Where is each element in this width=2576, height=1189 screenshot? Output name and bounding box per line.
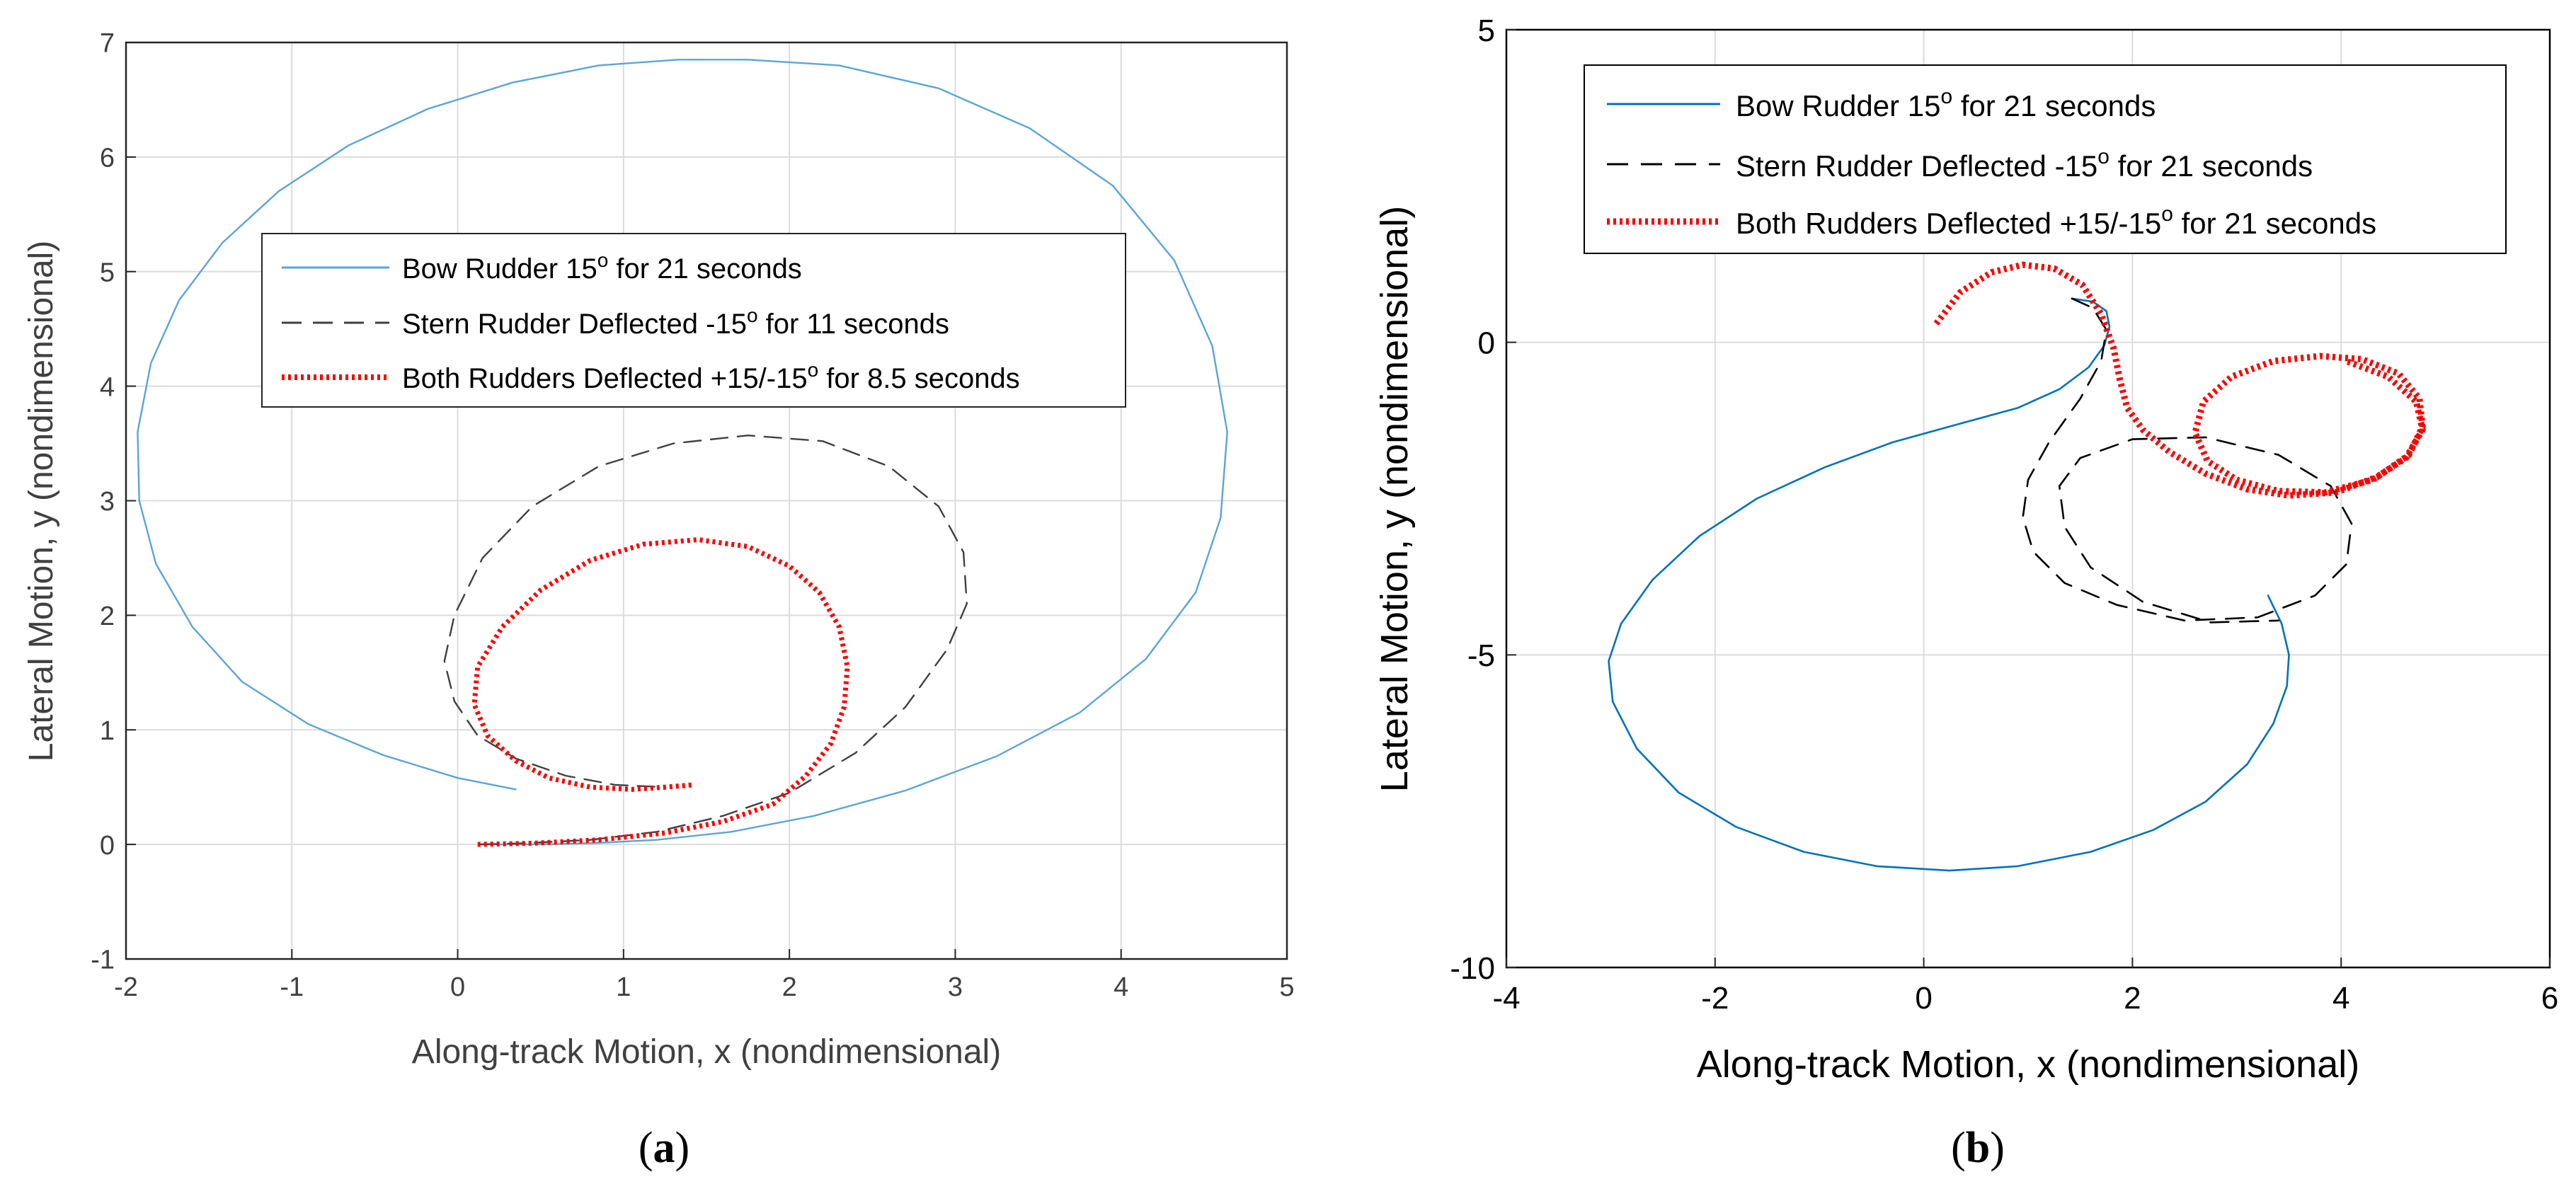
y-tick-label-a: 4 <box>100 372 115 402</box>
x-tick-label-a: -1 <box>280 972 304 1002</box>
x-axis-label-b: Along-track Motion, x (nondimensional) <box>1697 1043 2359 1086</box>
x-tick-label-b: 4 <box>2332 981 2349 1016</box>
x-tick-label-a: -2 <box>114 972 138 1002</box>
legend-box-a <box>261 233 1126 408</box>
panel-letter-a: a <box>653 1124 675 1172</box>
series-lines-b <box>1608 261 2426 872</box>
x-tick-label-b: 6 <box>2541 981 2558 1016</box>
legend-b: Bow Rudder 15o for 21 seconds Stern Rudd… <box>1584 64 2507 254</box>
legend-tail-a: for 8.5 seconds <box>818 363 1020 394</box>
series-line-b-2 <box>1933 261 2426 499</box>
panel-letter-b: b <box>1966 1124 1990 1172</box>
legend-sup-b: o <box>1941 85 1953 108</box>
x-tick-label-b: 2 <box>2124 981 2141 1016</box>
x-tick-label-a: 0 <box>450 972 465 1002</box>
series-line-a-1 <box>443 435 968 846</box>
legend-label-a: Stern Rudder Deflected -15 <box>402 309 747 340</box>
legend-sup-a: o <box>747 304 758 326</box>
series-line-a-0 <box>137 59 1228 846</box>
x-tick-label-b: -2 <box>1701 981 1729 1016</box>
legend-tail-a: for 11 seconds <box>758 309 950 340</box>
legend-sup-a: o <box>597 249 609 271</box>
legend-entry-bow-a: Bow Rudder 15o for 21 seconds <box>402 249 802 285</box>
legend-label-b: Bow Rudder 15 <box>1736 89 1941 122</box>
legend-label-a: Both Rudders Deflected +15/-15 <box>402 363 808 394</box>
legend-sup-b: o <box>2161 202 2173 226</box>
y-tick-label-b: -5 <box>1467 638 1495 673</box>
axes-box-b <box>1505 28 2551 969</box>
y-tick-label-a: 6 <box>100 144 115 173</box>
x-tick-label-a: 3 <box>948 972 963 1002</box>
y-axis-label-a: Lateral Motion, y (nondimensional) <box>23 241 60 762</box>
panel-b: -4 -2 0 2 4 6 -10 -5 0 5 Along-track Motion, x (n… <box>1373 13 2558 1172</box>
x-tick-label-a: 2 <box>782 972 797 1002</box>
y-tick-label-a: 2 <box>100 602 115 631</box>
tick-labels-b: -4 -2 0 2 4 6 -10 -5 0 5 <box>1450 13 2558 1016</box>
x-tick-label-a: 1 <box>616 972 631 1002</box>
legend-sup-a: o <box>808 359 819 381</box>
y-tick-label-a: 7 <box>100 29 115 59</box>
x-tick-label-a: 4 <box>1114 972 1128 1002</box>
y-axis-label-b: Lateral Motion, y (nondimensional) <box>1373 206 1416 792</box>
legend-box-b <box>1584 64 2507 254</box>
x-tick-label-b: 0 <box>1915 981 1932 1016</box>
legend-a: Bow Rudder 15o for 21 seconds Stern Rudd… <box>261 233 1126 408</box>
legend-sup-b: o <box>2097 145 2110 168</box>
panel-caption-a: (a) <box>639 1124 689 1172</box>
y-tick-label-a: 5 <box>100 258 115 287</box>
legend-entry-bow-b: Bow Rudder 15o for 21 seconds <box>1736 85 2156 122</box>
y-tick-label-a: 1 <box>100 716 115 746</box>
y-tick-label-a: 0 <box>100 831 115 861</box>
y-tick-label-a: 3 <box>100 487 115 517</box>
legend-tail-b: for 21 seconds <box>1952 89 2156 122</box>
y-tick-label-b: -10 <box>1450 951 1495 986</box>
legend-entry-both-a: Both Rudders Deflected +15/-15o for 8.5 … <box>402 359 1020 394</box>
series-lines-a <box>137 59 1228 847</box>
panel-caption-b: (b) <box>1951 1124 2005 1172</box>
legend-label-b: Both Rudders Deflected +15/-15 <box>1736 207 2161 240</box>
y-tick-label-b: 5 <box>1478 13 1495 48</box>
legend-entry-stern-b: Stern Rudder Deflected -15o for 21 secon… <box>1736 145 2313 183</box>
y-tick-label-a: -1 <box>91 946 115 975</box>
legend-label-a: Bow Rudder 15 <box>402 253 597 285</box>
legend-tail-b: for 21 seconds <box>2173 207 2376 240</box>
legend-tail-b: for 21 seconds <box>2110 149 2313 183</box>
legend-tail-a: for 21 seconds <box>608 253 802 285</box>
x-tick-label-b: -4 <box>1492 981 1520 1016</box>
legend-label-b: Stern Rudder Deflected -15 <box>1736 149 2097 183</box>
y-tick-label-b: 0 <box>1478 326 1495 361</box>
series-line-b-0 <box>1608 297 2290 872</box>
x-tick-label-a: 5 <box>1279 972 1294 1002</box>
series-line-b-1 <box>2022 297 2353 624</box>
x-axis-label-a: Along-track Motion, x (nondimensional) <box>412 1033 1001 1071</box>
legend-entry-both-b: Both Rudders Deflected +15/-15o for 21 s… <box>1736 202 2376 240</box>
legend-entry-stern-a: Stern Rudder Deflected -15o for 11 secon… <box>402 304 949 340</box>
